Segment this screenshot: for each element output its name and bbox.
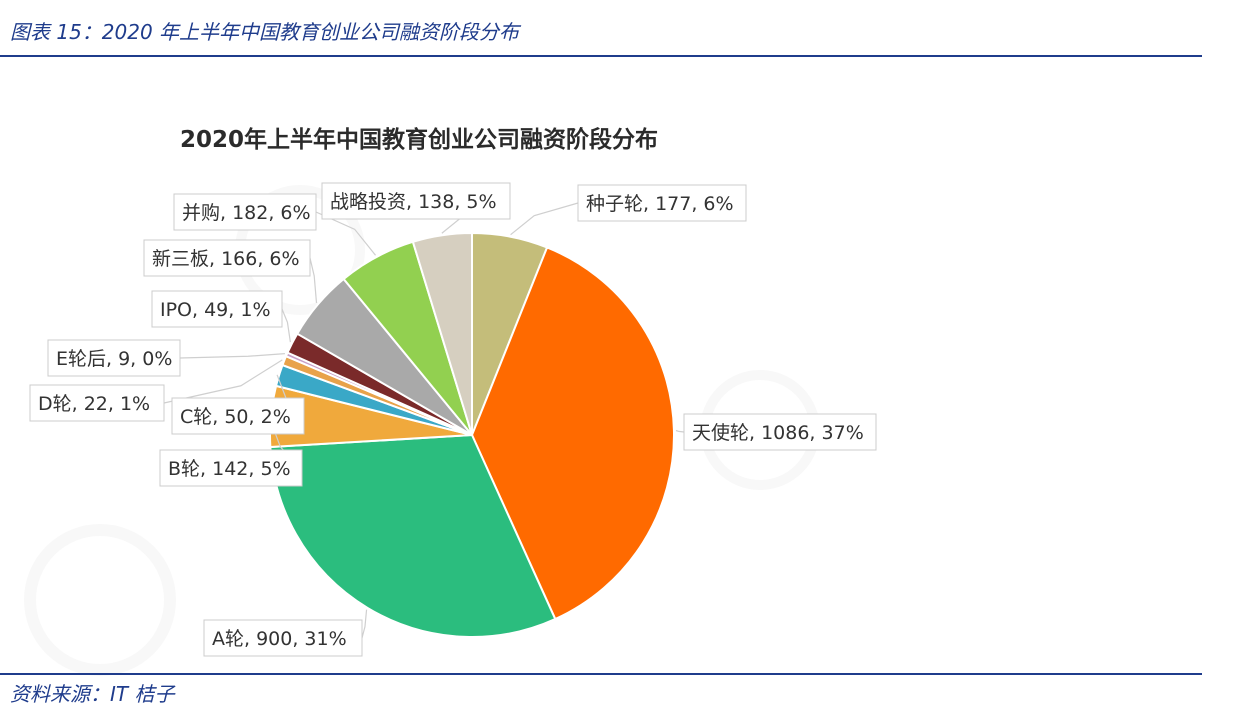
data-label-box-2 (203, 619, 363, 657)
pie-slice-1 (470, 246, 675, 621)
data-label-text-8: 新三板, 166, 6% (152, 248, 300, 270)
data-label-1: 天使轮, 1086, 37% (683, 413, 877, 451)
data-labels: 种子轮, 177, 6% 天使轮, 1086, 37% A轮, 900, 31% B轮… (29, 182, 877, 657)
data-label-0: 种子轮, 177, 6% (577, 184, 747, 222)
data-label-box-10 (321, 182, 511, 220)
data-label-text-2: A轮, 900, 31% (212, 628, 347, 650)
data-label-8: 新三板, 166, 6% (143, 239, 311, 277)
data-label-6: E轮后, 9, 0% (47, 339, 181, 377)
data-label-box-1 (683, 413, 877, 451)
data-label-7: IPO, 49, 1% (151, 290, 283, 328)
data-label-box-5 (29, 384, 165, 422)
data-label-9: 并购, 182, 6% (173, 193, 317, 231)
figure-source: 资料来源：IT 桔子 (10, 682, 175, 706)
data-label-text-3: B轮, 142, 5% (168, 458, 291, 480)
data-label-box-8 (143, 239, 311, 277)
leader-line-2 (361, 609, 368, 639)
data-label-text-1: 天使轮, 1086, 37% (692, 422, 864, 444)
data-label-10: 战略投资, 138, 5% (321, 182, 511, 220)
data-label-3: B轮, 142, 5% (159, 449, 303, 487)
data-label-text-0: 种子轮, 177, 6% (586, 193, 734, 215)
data-label-text-9: 并购, 182, 6% (182, 202, 311, 224)
data-label-box-9 (173, 193, 317, 231)
pie-slice-2 (269, 433, 557, 638)
data-label-text-4: C轮, 50, 2% (180, 406, 291, 428)
leader-line-7 (281, 308, 291, 343)
pie-slice-10 (411, 231, 473, 436)
data-label-text-5: D轮, 22, 1% (38, 393, 150, 415)
slices-layer (269, 231, 675, 638)
leader-line-1 (675, 429, 685, 433)
chart-title: 2020年上半年中国教育创业公司融资阶段分布 (180, 127, 659, 153)
data-label-box-4 (171, 397, 305, 435)
data-label-box-0 (577, 184, 747, 222)
data-label-text-6: E轮后, 9, 0% (56, 348, 172, 370)
data-label-4: C轮, 50, 2% (171, 397, 305, 435)
leader-line-0 (510, 202, 579, 236)
data-label-box-7 (151, 290, 283, 328)
data-label-2: A轮, 900, 31% (203, 619, 363, 657)
data-label-box-3 (159, 449, 303, 487)
data-label-box-6 (47, 339, 181, 377)
data-label-text-10: 战略投资, 138, 5% (330, 191, 497, 213)
leader-line-6 (179, 353, 285, 359)
leader-line-5 (163, 359, 283, 404)
data-label-text-7: IPO, 49, 1% (160, 299, 271, 321)
footer-rule (0, 673, 1202, 675)
data-label-5: D轮, 22, 1% (29, 384, 165, 422)
figure-header: 图表 15：2020 年上半年中国教育创业公司融资阶段分布 (10, 20, 520, 44)
leader-line-8 (309, 257, 318, 304)
header-rule (0, 55, 1202, 57)
